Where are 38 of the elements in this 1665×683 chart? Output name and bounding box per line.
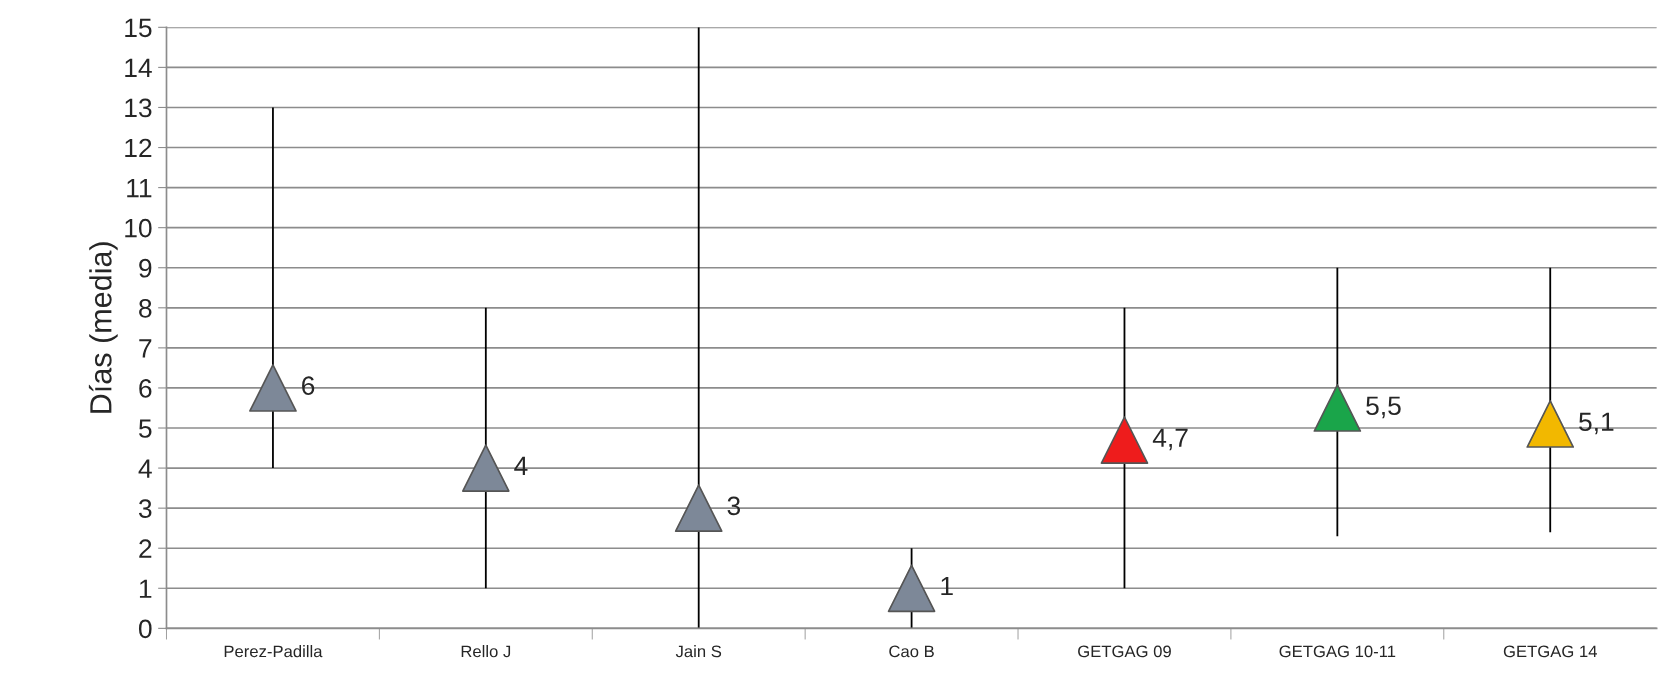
y-tick-label: 14 bbox=[125, 58, 152, 77]
point bbox=[887, 564, 936, 613]
y-tick-label: 1 bbox=[139, 579, 152, 598]
point bbox=[1100, 416, 1149, 464]
data-label: 1 bbox=[941, 576, 953, 596]
y-tick-label: 15 bbox=[125, 18, 152, 38]
y-tick-label: 10 bbox=[125, 218, 152, 238]
y-tick-label: 4 bbox=[138, 459, 152, 478]
point bbox=[1526, 400, 1575, 448]
data-label: 6 bbox=[302, 376, 315, 396]
y-tick-label: 5 bbox=[138, 419, 152, 438]
x-tick-label: Cao B bbox=[889, 645, 934, 658]
data-label: 4,7 bbox=[1152, 428, 1188, 451]
point bbox=[1313, 384, 1362, 432]
data-label: 5,1 bbox=[1579, 412, 1614, 435]
data-label: 5,5 bbox=[1366, 396, 1401, 419]
y-tick-label: 6 bbox=[139, 379, 152, 398]
x-tick-label: Rello J bbox=[461, 645, 511, 658]
y-tick-label: 11 bbox=[127, 179, 152, 198]
y-tick-label: 9 bbox=[139, 258, 152, 278]
x-tick-label: Jain S bbox=[675, 645, 722, 658]
point bbox=[249, 364, 297, 412]
x-tick-label: GETGAG 10-11 bbox=[1279, 645, 1396, 658]
x-tick-label: Perez-Padilla bbox=[224, 645, 323, 658]
point bbox=[674, 484, 723, 533]
y-tick-label: 7 bbox=[139, 339, 152, 358]
y-tick-label: 12 bbox=[125, 138, 152, 158]
data-label: 3 bbox=[727, 496, 740, 516]
y-tick-label: 3 bbox=[138, 499, 152, 518]
y-tick-label: 8 bbox=[139, 298, 152, 318]
point bbox=[461, 444, 510, 492]
y-tick-label: 13 bbox=[125, 98, 152, 118]
y-tick-label: 0 bbox=[138, 619, 152, 639]
data-label: 4 bbox=[514, 456, 528, 475]
x-tick-label: GETGAG 09 bbox=[1078, 645, 1171, 658]
x-tick-label: GETGAG 14 bbox=[1503, 645, 1597, 658]
y-axis-title: Días (media) bbox=[88, 242, 118, 413]
y-tick-label: 2 bbox=[139, 539, 152, 558]
